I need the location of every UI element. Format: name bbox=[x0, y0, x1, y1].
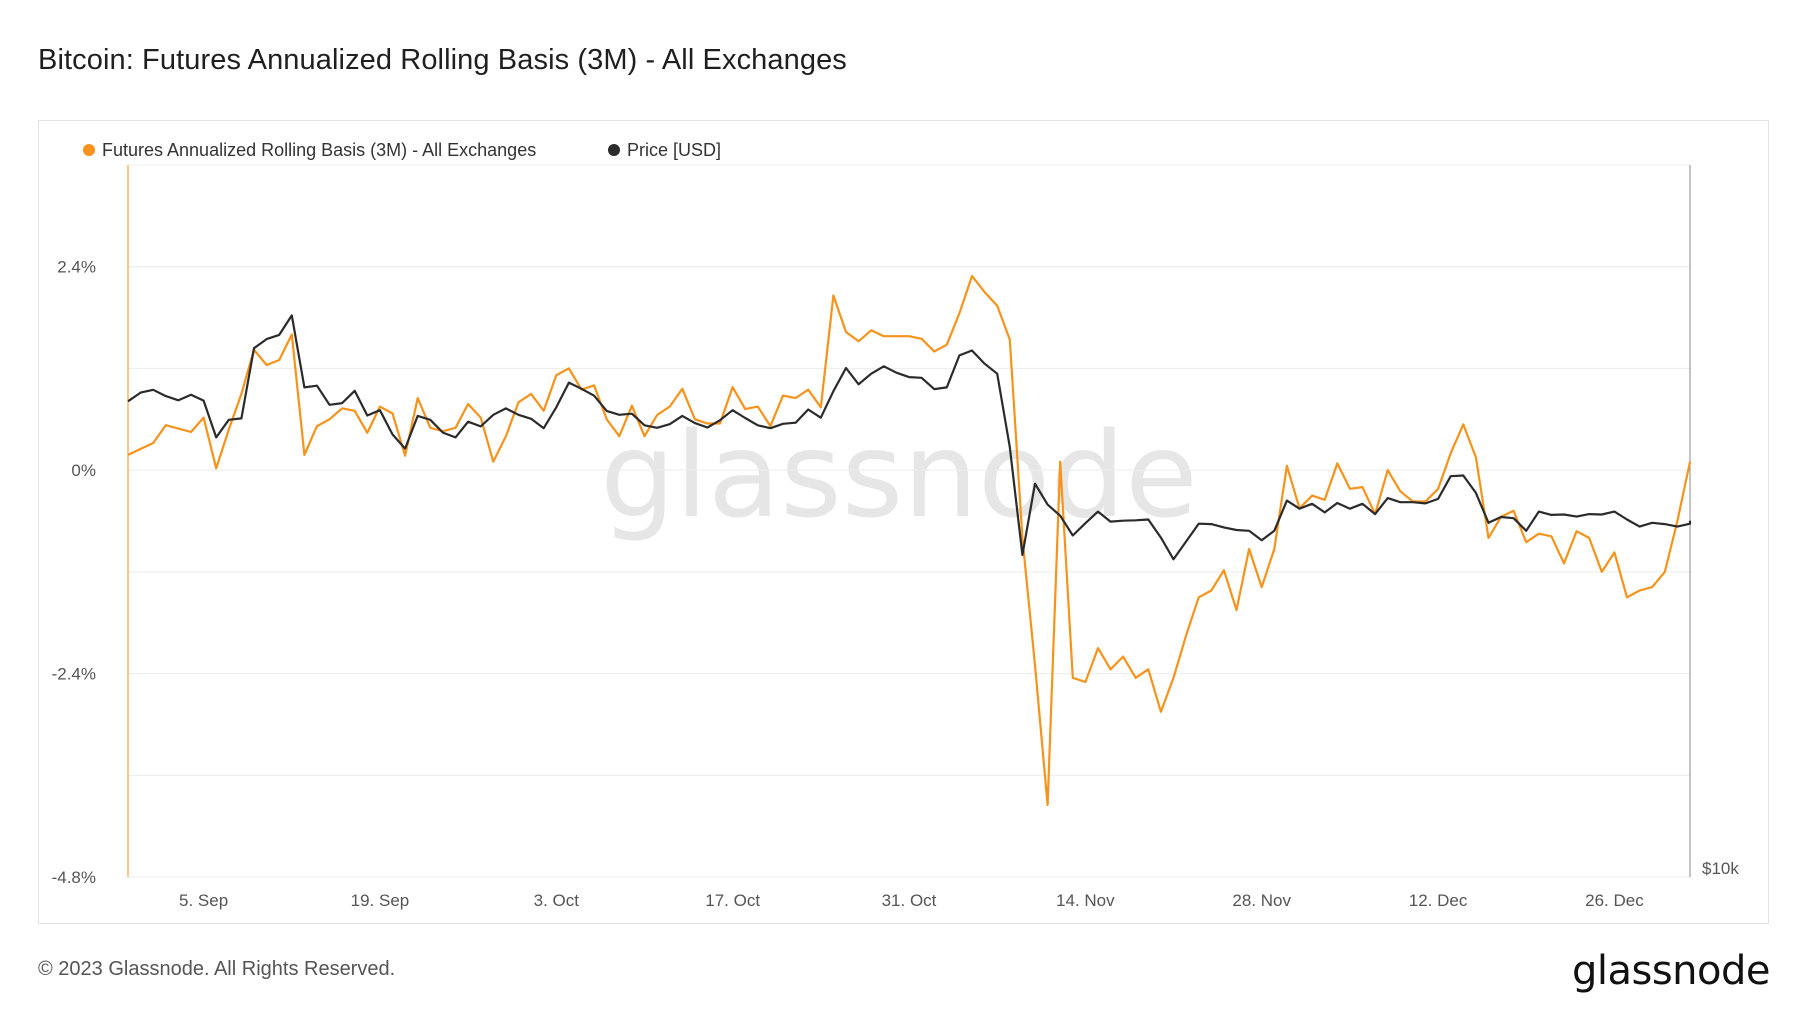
x-tick-label: 17. Oct bbox=[705, 891, 760, 910]
x-tick-label: 19. Sep bbox=[351, 891, 410, 910]
chart-frame: glassnode 2.4% 0% -2.4% -4.8% $10k 5. Sep 19. … bbox=[38, 120, 1769, 924]
grid-lines bbox=[128, 164, 1690, 878]
y-tick-label: -4.8% bbox=[52, 868, 96, 887]
legend-label-price[interactable]: Price [USD] bbox=[627, 140, 721, 160]
x-tick-label: 31. Oct bbox=[882, 891, 937, 910]
series-line-price[interactable] bbox=[127, 314, 1692, 561]
series-layer bbox=[127, 274, 1692, 807]
chart-svg[interactable]: glassnode 2.4% 0% -2.4% -4.8% $10k 5. Sep 19. … bbox=[39, 121, 1768, 923]
y-tick-label: 0% bbox=[71, 461, 96, 480]
watermark-text: glassnode bbox=[600, 406, 1197, 544]
legend-marker-price bbox=[608, 144, 620, 156]
page-title: Bitcoin: Futures Annualized Rolling Basi… bbox=[38, 44, 847, 76]
legend-label-basis[interactable]: Futures Annualized Rolling Basis (3M) - … bbox=[102, 140, 536, 160]
x-tick-label: 3. Oct bbox=[534, 891, 580, 910]
y-tick-label: 2.4% bbox=[57, 258, 96, 277]
y-tick-label: -2.4% bbox=[52, 665, 96, 684]
x-tick-label: 26. Dec bbox=[1585, 891, 1644, 910]
x-tick-label: 14. Nov bbox=[1056, 891, 1115, 910]
copyright-text: © 2023 Glassnode. All Rights Reserved. bbox=[38, 958, 396, 980]
legend-marker-basis bbox=[83, 144, 95, 156]
axis-labels: 2.4% 0% -2.4% -4.8% $10k 5. Sep 19. Sep 3. Oct 1… bbox=[52, 258, 1740, 910]
x-tick-label: 28. Nov bbox=[1232, 891, 1291, 910]
glassnode-logo[interactable]: glassnode bbox=[1571, 948, 1771, 994]
x-tick-label: 12. Dec bbox=[1409, 891, 1468, 910]
chart-legend: Futures Annualized Rolling Basis (3M) - … bbox=[83, 140, 721, 160]
x-tick-label: 5. Sep bbox=[179, 891, 228, 910]
y-right-tick-label: $10k bbox=[1702, 859, 1739, 878]
